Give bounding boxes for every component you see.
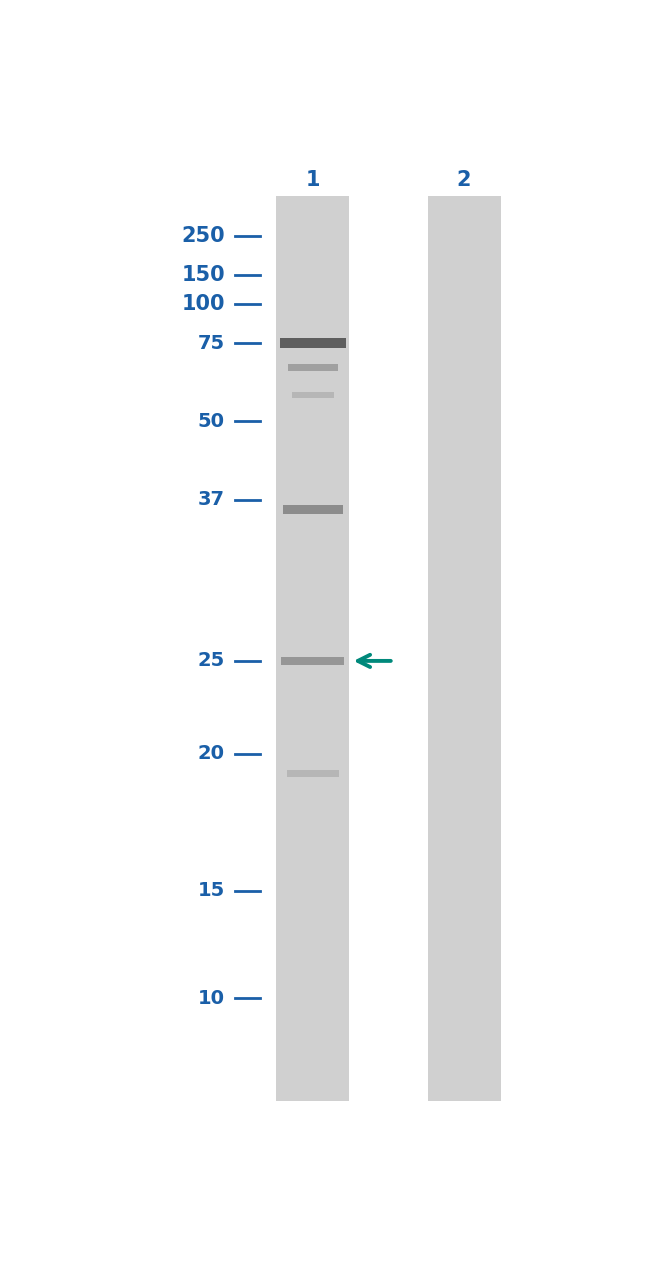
Text: 10: 10	[198, 989, 225, 1008]
Text: 2: 2	[457, 170, 471, 189]
Bar	[280, 338, 346, 348]
Text: 37: 37	[198, 490, 225, 509]
Text: 1: 1	[306, 170, 320, 189]
Text: 150: 150	[181, 264, 225, 284]
Bar	[287, 770, 339, 777]
Text: 75: 75	[198, 334, 225, 353]
Bar	[288, 364, 338, 371]
Text: 50: 50	[198, 411, 225, 431]
Text: 25: 25	[198, 652, 225, 671]
Bar	[292, 392, 333, 398]
Text: 250: 250	[181, 226, 225, 245]
Text: 15: 15	[198, 881, 225, 900]
Text: 100: 100	[181, 293, 225, 314]
Bar	[283, 505, 343, 514]
Bar	[276, 197, 350, 1101]
Bar	[428, 197, 501, 1101]
Bar	[281, 657, 344, 665]
Text: 20: 20	[198, 744, 225, 763]
